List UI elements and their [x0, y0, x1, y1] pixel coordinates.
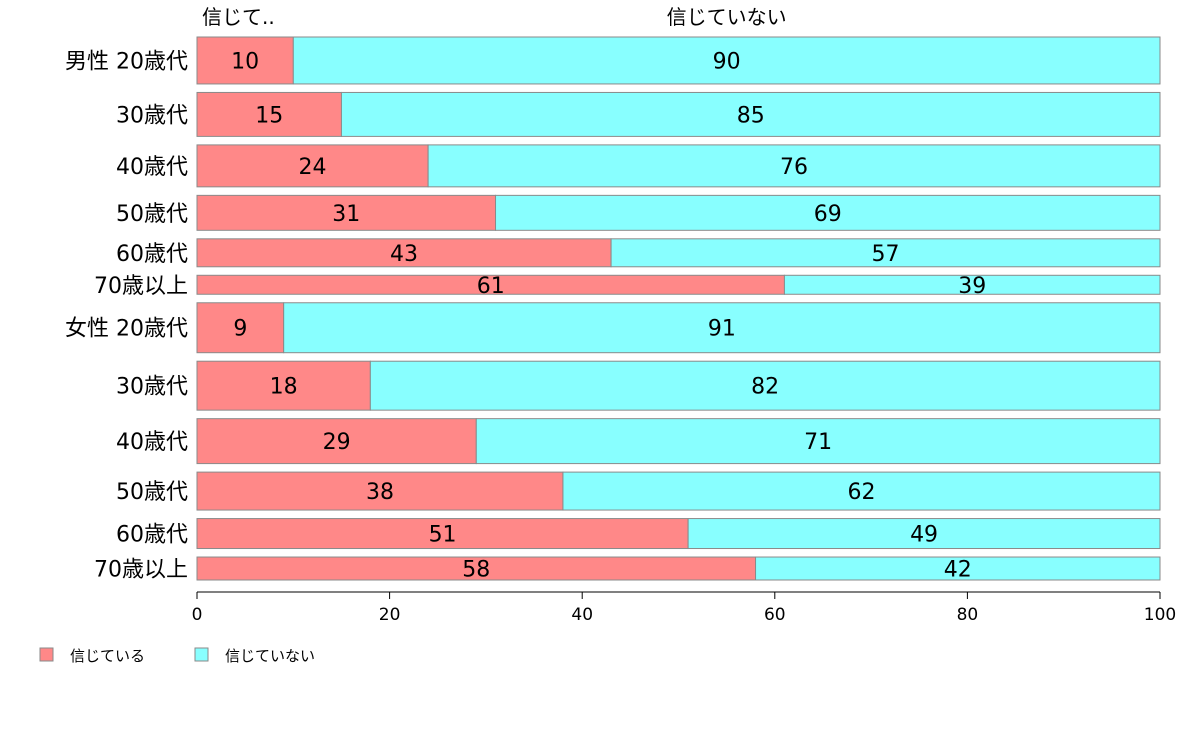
data-label: 61: [477, 274, 505, 299]
bar-segment-believe: [196, 302, 285, 354]
category-label: 60歳代: [116, 523, 188, 548]
category-label: 40歳代: [116, 430, 188, 455]
category-label: 50歳代: [116, 202, 188, 227]
bar-segment-not-believe: [427, 144, 1161, 188]
data-label: 29: [323, 430, 351, 455]
data-label: 57: [872, 242, 900, 267]
data-label: 58: [462, 558, 490, 583]
data-label: 18: [270, 375, 298, 400]
legend-label: 信じている: [70, 647, 145, 665]
data-label: 49: [910, 523, 938, 548]
data-label: 76: [780, 155, 808, 180]
data-label: 69: [814, 202, 842, 227]
data-label: 39: [958, 274, 986, 299]
bar-segment-believe: [196, 36, 294, 85]
data-label: 31: [332, 202, 360, 227]
bar-segment-not-believe: [562, 471, 1161, 511]
top-label-believe: 信じて..: [202, 5, 275, 29]
category-label: 30歳代: [116, 103, 188, 128]
bar-segment-not-believe: [475, 418, 1161, 465]
bar-segment-believe: [196, 238, 612, 268]
bar-segment-not-believe: [369, 360, 1161, 411]
legend-label: 信じていない: [225, 647, 315, 665]
bar-segment-believe: [196, 360, 371, 411]
data-label: 10: [231, 49, 259, 74]
legend-swatch: [39, 647, 54, 662]
category-label: 30歳代: [116, 375, 188, 400]
category-label: 男性 20歳代: [65, 49, 188, 74]
top-label-not-believe: 信じていない: [667, 5, 787, 29]
bar-segment-not-believe: [783, 274, 1161, 295]
category-label: 70歳以上: [94, 274, 188, 299]
category-label: 60歳代: [116, 242, 188, 267]
bar-segment-not-believe: [610, 238, 1161, 268]
data-label: 91: [708, 317, 736, 342]
data-label: 51: [429, 523, 457, 548]
bar-segment-not-believe: [283, 302, 1161, 354]
data-label: 82: [751, 375, 779, 400]
bar-segment-believe: [196, 144, 429, 188]
category-label: 50歳代: [116, 480, 188, 505]
data-label: 71: [804, 430, 832, 455]
category-label: 40歳代: [116, 155, 188, 180]
data-label: 90: [713, 49, 741, 74]
bar-segment-believe: [196, 471, 564, 511]
x-tick-label: 80: [957, 605, 979, 625]
data-label: 38: [366, 480, 394, 505]
category-label: 70歳以上: [94, 558, 188, 583]
x-tick-label: 100: [1144, 605, 1176, 625]
bar-segment-not-believe: [687, 518, 1161, 550]
legend-swatch: [194, 647, 209, 662]
x-tick-label: 60: [764, 605, 786, 625]
data-label: 42: [944, 558, 972, 583]
bar-segment-not-believe: [292, 36, 1161, 85]
x-tick-label: 40: [571, 605, 593, 625]
data-label: 43: [390, 242, 418, 267]
x-tick-label: 20: [379, 605, 401, 625]
x-tick-label: 0: [192, 605, 203, 625]
category-label: 女性 20歳代: [65, 317, 188, 342]
bar-segment-not-believe: [340, 91, 1161, 137]
data-label: 62: [847, 480, 875, 505]
data-label: 9: [233, 317, 247, 342]
data-label: 85: [737, 103, 765, 128]
bar-segment-not-believe: [495, 194, 1161, 231]
data-label: 24: [299, 155, 327, 180]
data-label: 15: [255, 103, 283, 128]
bar-segment-not-believe: [755, 556, 1161, 581]
bar-segment-believe: [196, 91, 342, 137]
bar-segment-believe: [196, 194, 497, 231]
